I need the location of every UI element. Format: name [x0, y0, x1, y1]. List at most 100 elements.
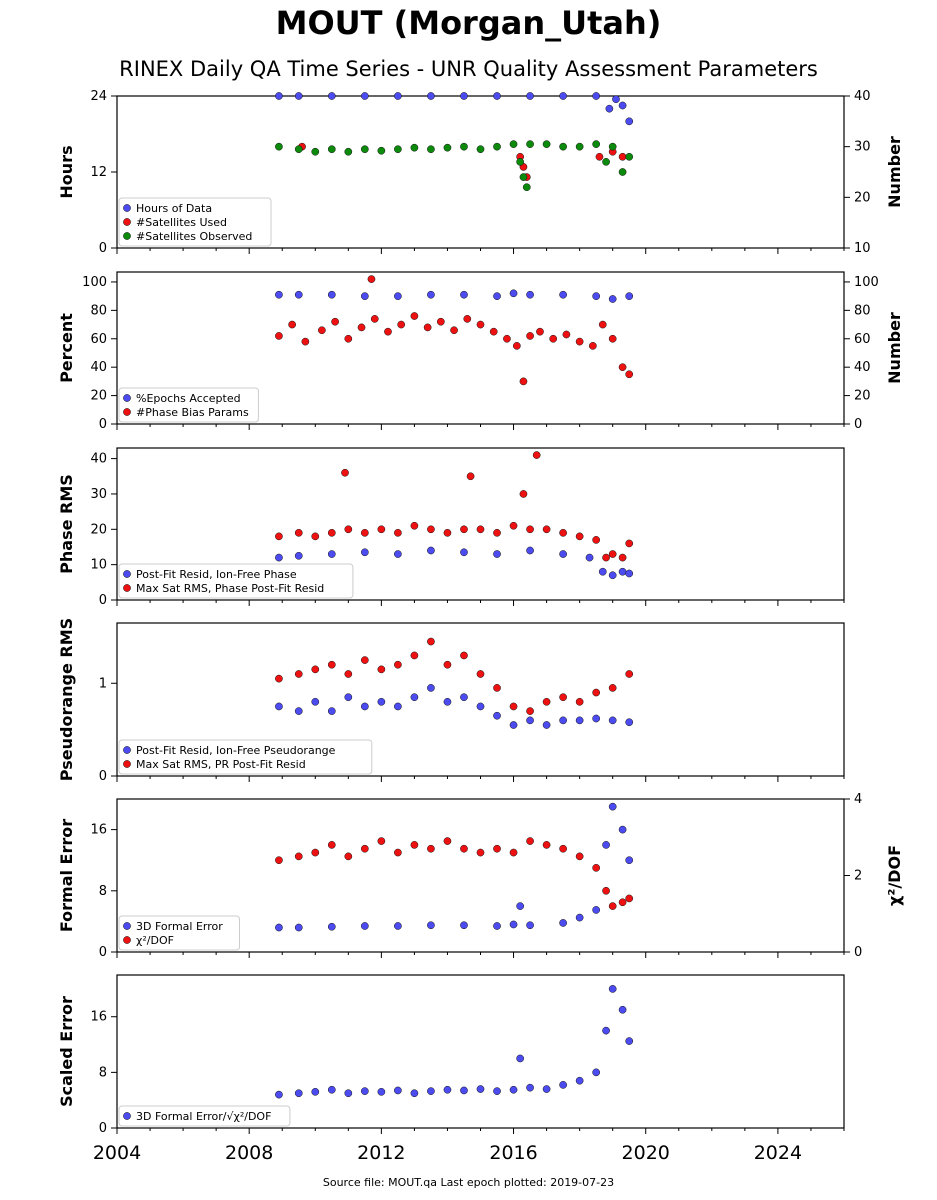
series-2: [275, 275, 634, 386]
y-right-tick-label: 10: [854, 241, 871, 256]
data-point: [602, 553, 610, 562]
data-point: [625, 539, 634, 548]
y-right-tick-label: 30: [854, 140, 871, 155]
series-3: [275, 140, 634, 192]
legend-label: #Satellites Observed: [136, 230, 252, 243]
data-point: [394, 848, 402, 857]
data-point: [625, 894, 634, 903]
data-point: [275, 923, 283, 932]
data-point: [476, 1085, 485, 1093]
y-tick-label: 0: [99, 241, 107, 256]
data-point: [509, 1085, 518, 1094]
data-point: [598, 567, 607, 576]
data-point: [575, 142, 584, 151]
y-tick-label: 8: [99, 884, 107, 899]
data-point: [327, 922, 336, 931]
data-point: [394, 1086, 402, 1095]
data-point: [509, 521, 518, 530]
data-point: [618, 101, 627, 110]
data-point: [397, 320, 406, 329]
legend-box: [118, 739, 373, 775]
legend-box: [118, 563, 354, 599]
y-tick-label: 12: [90, 165, 107, 180]
y-right-tick-label: 4: [854, 792, 862, 807]
data-point: [536, 327, 544, 336]
data-point: [592, 688, 601, 697]
data-point: [526, 92, 534, 100]
y-axis-label: Phase RMS: [57, 474, 76, 574]
data-point: [608, 684, 617, 692]
data-point: [542, 697, 551, 706]
footer-source: Source file: MOUT.qa Last epoch plotted:…: [322, 1176, 615, 1189]
legend-marker: [123, 584, 131, 592]
y-tick-label: 20: [90, 522, 107, 537]
legend-label: Max Sat RMS, Phase Post-Fit Resid: [136, 582, 324, 595]
y-tick-label: 20: [90, 389, 107, 404]
data-point: [513, 342, 521, 350]
legend-marker: [123, 218, 131, 226]
y-axis-label: Percent: [57, 313, 76, 383]
data-point: [443, 1085, 452, 1094]
data-point: [360, 922, 369, 930]
data-point: [370, 315, 379, 323]
legend: 3D Formal Error/√χ²/DOF: [118, 1105, 291, 1127]
y-tick-label: 40: [90, 452, 107, 467]
data-point: [311, 147, 320, 156]
data-point: [327, 145, 336, 154]
legend-label: χ²/DOF: [136, 934, 174, 947]
data-point: [443, 660, 452, 669]
y-tick-label: 0: [99, 769, 107, 784]
data-point: [493, 844, 501, 853]
data-point: [532, 451, 541, 459]
chart-subtitle: RINEX Daily QA Time Series - UNR Quality…: [119, 57, 818, 81]
data-point: [493, 684, 501, 692]
data-point: [559, 919, 567, 927]
data-point: [360, 92, 369, 100]
data-point: [357, 323, 366, 332]
data-point: [592, 536, 601, 544]
data-point: [625, 117, 634, 126]
x-tick-label: 2016: [489, 1142, 537, 1164]
data-point: [625, 292, 634, 300]
legend-label: #Phase Bias Params: [136, 406, 249, 419]
legend-marker: [123, 204, 131, 212]
data-point: [559, 693, 567, 702]
data-point: [394, 922, 402, 930]
data-point: [294, 707, 303, 715]
data-point: [410, 1089, 419, 1098]
data-point: [489, 327, 498, 336]
data-point: [526, 716, 534, 725]
y-tick-label: 1: [99, 676, 107, 691]
data-point: [311, 697, 320, 706]
data-point: [427, 92, 435, 100]
data-point: [460, 92, 468, 100]
data-point: [367, 275, 376, 283]
data-point: [275, 290, 283, 299]
data-point: [311, 1087, 320, 1096]
data-point: [311, 665, 320, 674]
data-point: [294, 551, 303, 560]
data-point: [575, 716, 584, 725]
data-point: [598, 320, 607, 329]
data-point: [618, 152, 627, 161]
y-tick-label: 10: [90, 558, 107, 573]
y-right-tick-label: 0: [854, 945, 862, 960]
data-point: [360, 292, 369, 300]
data-point: [618, 898, 627, 907]
y-tick-label: 0: [99, 1121, 107, 1136]
data-point: [294, 1089, 303, 1098]
data-point: [625, 856, 634, 865]
data-point: [602, 158, 610, 166]
legend-box: [118, 387, 259, 423]
data-point: [575, 852, 584, 861]
data-point: [592, 292, 601, 300]
data-point: [466, 472, 475, 481]
data-point: [460, 921, 468, 930]
data-point: [509, 140, 518, 148]
legend-label: Max Sat RMS, PR Post-Fit Resid: [136, 758, 306, 771]
data-point: [427, 1087, 435, 1095]
data-point: [625, 569, 634, 578]
data-point: [460, 548, 468, 557]
